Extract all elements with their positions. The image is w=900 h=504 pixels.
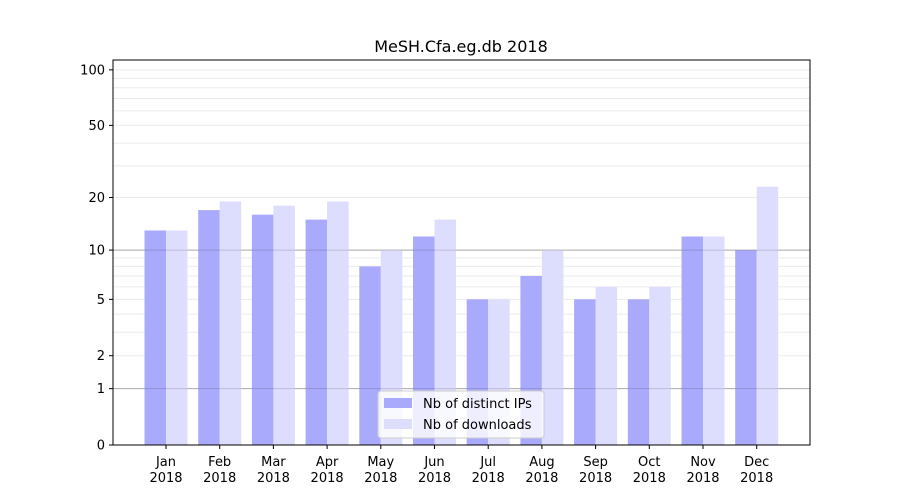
y-tick-label: 10 (88, 244, 105, 259)
bar-downloads (541, 250, 564, 445)
bar-downloads (703, 236, 725, 445)
bar-ips (681, 236, 703, 445)
x-tick-label: Nov (690, 455, 716, 470)
x-tick-label: May (367, 455, 394, 470)
x-tick-label: 2018 (740, 471, 773, 486)
y-tick-label: 20 (88, 191, 105, 206)
x-tick-label: Feb (208, 455, 231, 470)
bar-downloads (595, 286, 618, 445)
x-tick-label: 2018 (525, 471, 558, 486)
x-tick-label: Oct (638, 455, 660, 470)
y-tick-label: 2 (97, 349, 105, 364)
bar-ips (144, 230, 166, 445)
x-tick-label: Jun (423, 455, 444, 470)
x-tick-label: 2018 (203, 471, 236, 486)
y-tick-label: 50 (88, 119, 105, 134)
bar-ips (198, 210, 220, 445)
legend-label: Nb of distinct IPs (423, 397, 532, 412)
x-tick-label: 2018 (579, 471, 612, 486)
x-tick-label: 2018 (364, 471, 397, 486)
x-tick-label: 2018 (149, 471, 182, 486)
axes-frame (112, 59, 811, 446)
axes: 0125102050100Jan2018Feb2018Mar2018Apr201… (80, 59, 811, 486)
bar-downloads (219, 201, 242, 445)
bar-ips (251, 214, 274, 445)
x-tick-label: 2018 (472, 471, 505, 486)
bar-ips (735, 250, 757, 445)
x-tick-label: Sep (583, 455, 608, 470)
legend: Nb of distinct IPs Nb of downloads (377, 390, 545, 439)
x-tick-label: 2018 (686, 471, 719, 486)
bar-downloads (327, 201, 349, 445)
x-tick-label: 2018 (418, 471, 451, 486)
y-tick-label: 5 (97, 293, 105, 308)
bar-ips (574, 299, 596, 445)
x-tick-label: 2018 (257, 471, 290, 486)
legend-label: Nb of downloads (423, 418, 532, 433)
x-tick-label: Aug (529, 455, 554, 470)
bar-downloads (756, 186, 779, 446)
legend-box (377, 390, 545, 439)
chart-title: MeSH.Cfa.eg.db 2018 (374, 37, 548, 56)
y-tick-label: 100 (80, 63, 105, 78)
bar-ips (627, 299, 650, 445)
bar-downloads (166, 230, 188, 445)
legend-swatch (384, 419, 412, 429)
x-tick-label: Jul (479, 455, 496, 470)
y-tick-label: 1 (97, 382, 105, 397)
bar-downloads (434, 219, 456, 445)
bar-ips (305, 219, 328, 445)
bar-ips (359, 266, 381, 445)
x-tick-label: Jan (155, 455, 176, 470)
legend-swatch (384, 398, 412, 408)
bar-downloads (649, 286, 671, 445)
bar-downloads (273, 205, 295, 445)
x-tick-label: 2018 (633, 471, 666, 486)
x-tick-label: Apr (316, 455, 339, 470)
x-tick-label: Dec (744, 455, 769, 470)
x-tick-label: 2018 (311, 471, 344, 486)
y-tick-label: 0 (97, 439, 105, 454)
x-tick-label: Mar (261, 455, 286, 470)
